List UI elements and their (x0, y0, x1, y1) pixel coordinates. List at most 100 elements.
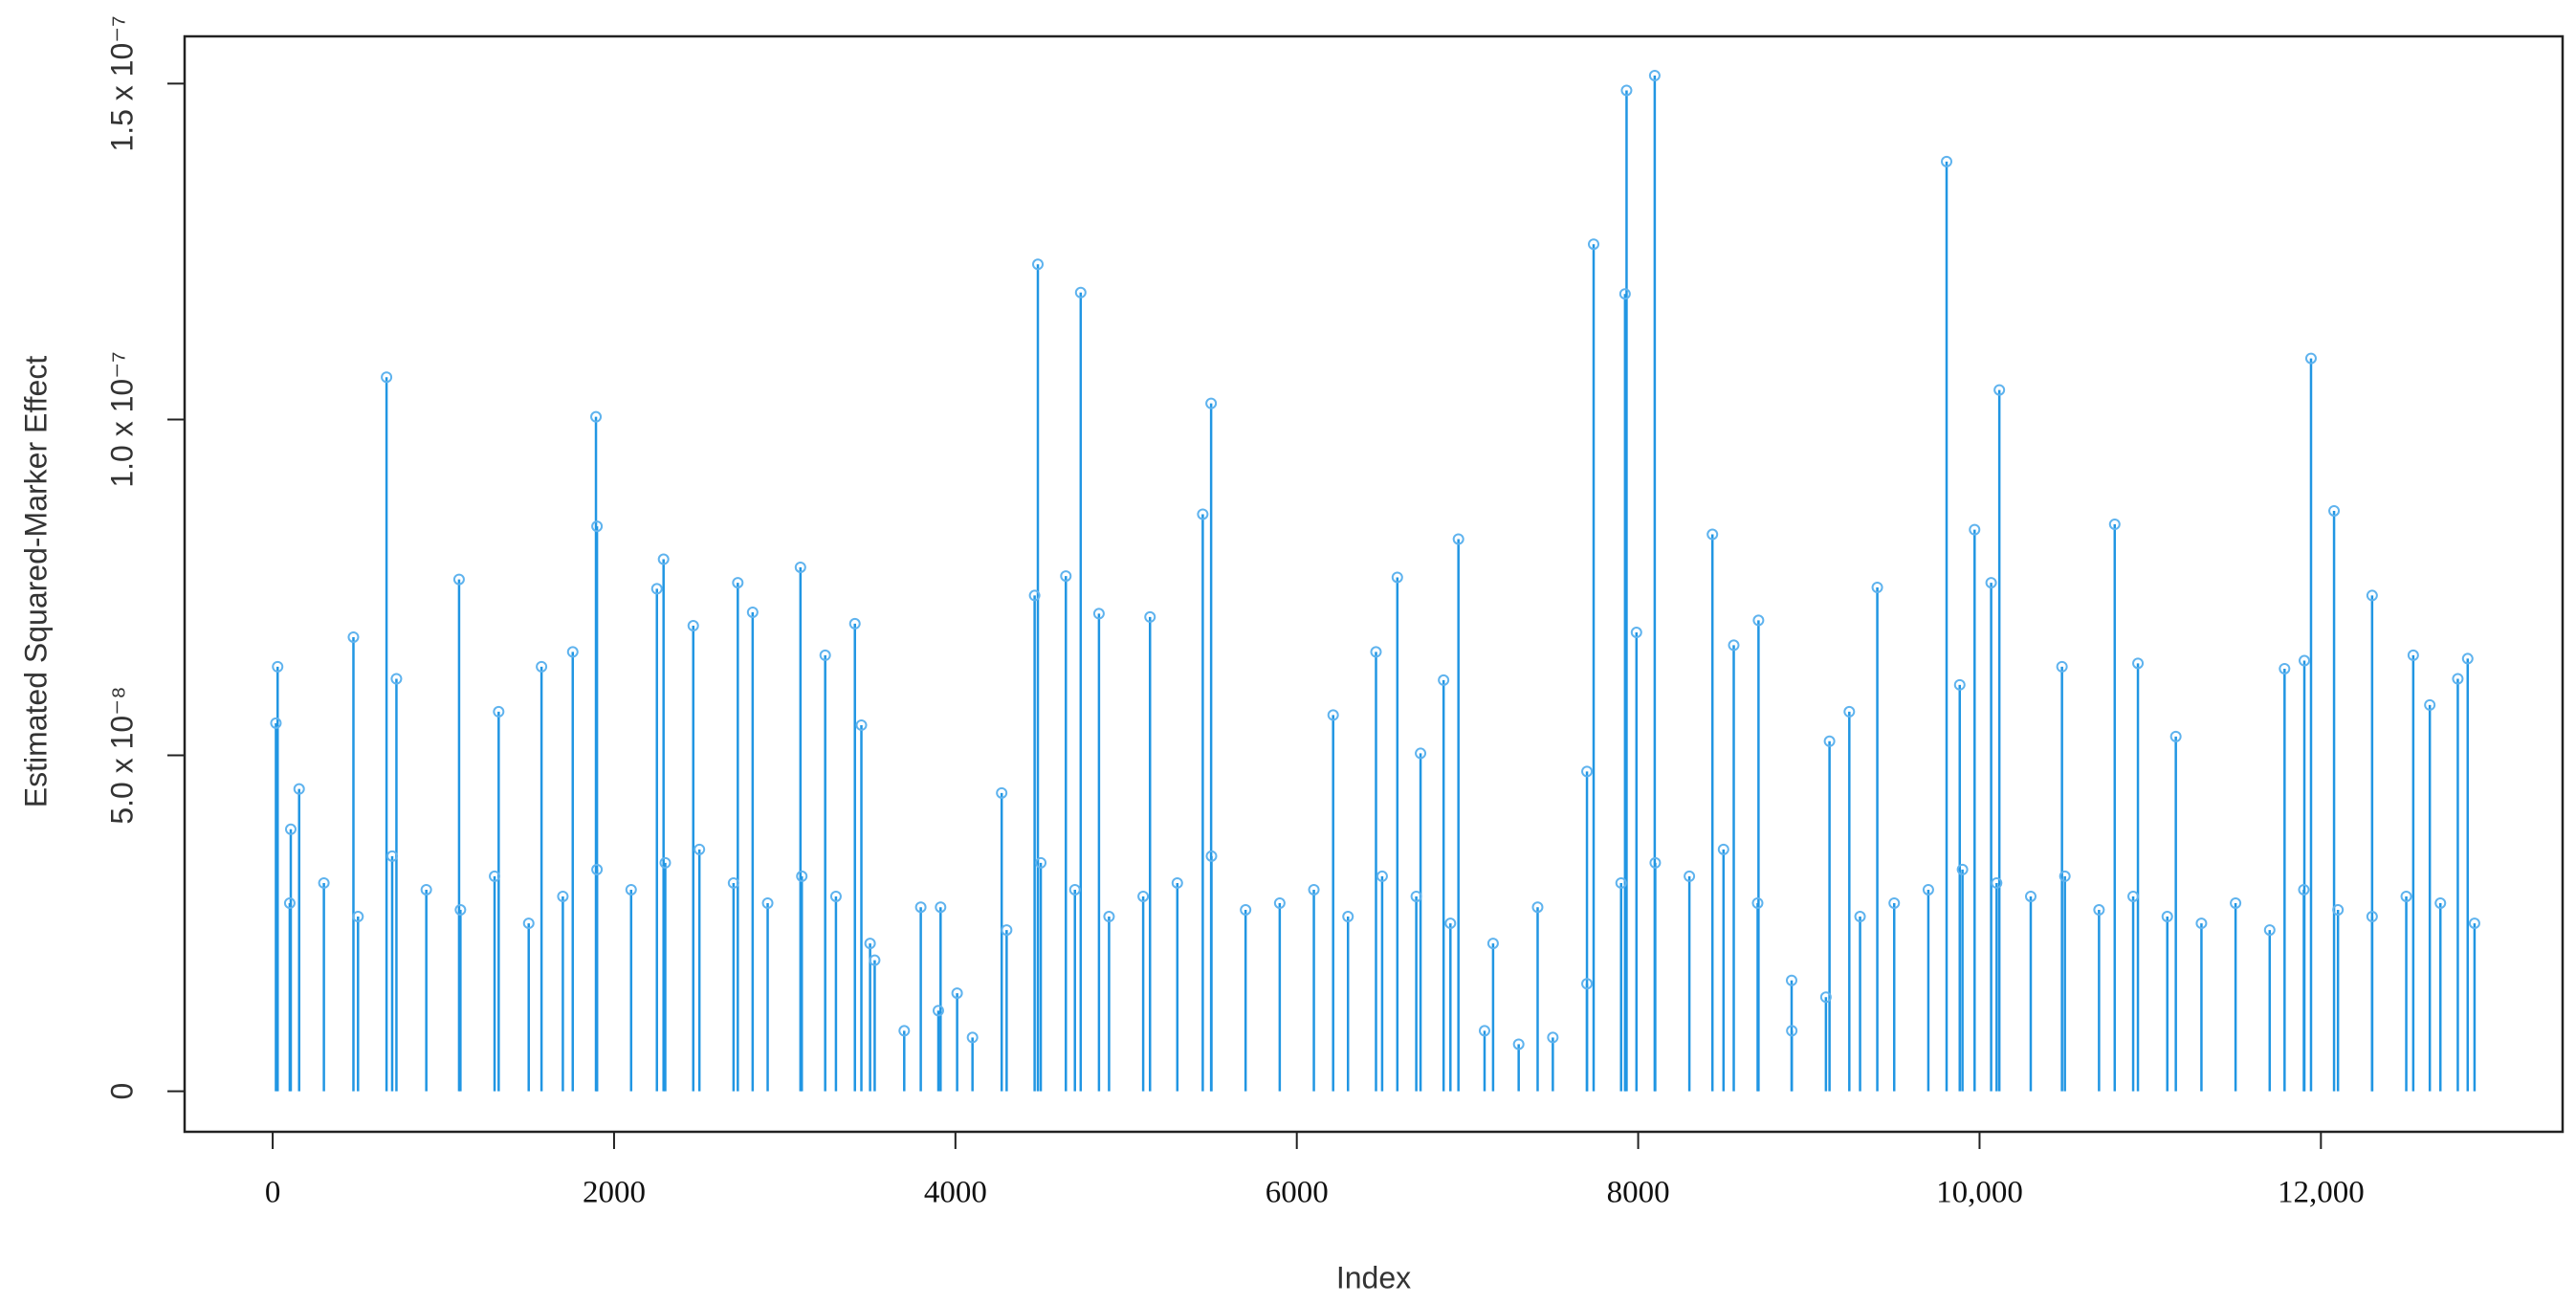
point (2304, 352, 2317, 365)
point (898, 1025, 911, 1037)
point (687, 620, 699, 632)
point (1327, 709, 1339, 721)
point (347, 630, 360, 643)
point (536, 660, 548, 673)
point (794, 561, 806, 573)
point (1032, 258, 1045, 271)
point (1308, 883, 1320, 895)
point (493, 705, 505, 718)
point (1620, 84, 1633, 97)
point (420, 883, 432, 895)
point (1993, 384, 2006, 396)
point (2093, 904, 2105, 917)
y-tick-label: 1.5 x 10⁻⁷ (104, 15, 139, 151)
point (625, 883, 637, 895)
point (1478, 1025, 1490, 1037)
point (1103, 911, 1115, 923)
point (1969, 523, 1981, 536)
point (1618, 288, 1631, 300)
point (1922, 883, 1934, 895)
point (2299, 654, 2311, 667)
point (1068, 883, 1081, 895)
point (2161, 911, 2173, 923)
point (727, 876, 739, 889)
point (2366, 911, 2378, 923)
point (1171, 876, 1183, 889)
point (385, 850, 398, 862)
x-tick-label: 6000 (1266, 1176, 1329, 1210)
plot-frame (183, 34, 2565, 1134)
point (1438, 674, 1450, 686)
point (2366, 589, 2378, 602)
point (1205, 850, 1218, 862)
point (1819, 991, 1832, 1004)
point (1581, 765, 1594, 778)
point (1648, 70, 1661, 82)
point (1410, 890, 1422, 902)
x-axis-label: Index (1336, 1260, 1411, 1294)
point (996, 786, 1008, 799)
point (1531, 901, 1544, 914)
point (2279, 662, 2291, 674)
point (932, 1005, 944, 1017)
point (829, 890, 842, 902)
point (1615, 876, 1627, 889)
point (390, 673, 403, 685)
point (2108, 519, 2121, 531)
point (1581, 978, 1594, 990)
point (1953, 678, 1966, 691)
point (1028, 589, 1041, 602)
point (2407, 649, 2419, 661)
point (293, 783, 305, 795)
point (1035, 856, 1047, 869)
point (2263, 924, 2276, 937)
point (1137, 890, 1150, 902)
point (1888, 897, 1901, 910)
point (951, 987, 963, 1000)
point (1843, 705, 1856, 718)
point (1752, 614, 1765, 627)
point (2127, 890, 2140, 902)
point (1370, 646, 1382, 658)
point (2056, 660, 2068, 673)
point (270, 717, 282, 729)
point (2024, 890, 2037, 902)
point (557, 890, 569, 902)
x-tick-label: 2000 (583, 1176, 646, 1210)
y-tick-label: 1.0 x 10⁻⁷ (104, 351, 139, 487)
point (2195, 917, 2208, 930)
point (2059, 870, 2071, 882)
point (1273, 897, 1286, 910)
point (1630, 627, 1642, 639)
point (591, 520, 604, 533)
point (1074, 286, 1087, 298)
point (1854, 911, 1866, 923)
point (1001, 924, 1013, 937)
point (1391, 571, 1403, 584)
point (1486, 938, 1499, 950)
point (591, 863, 604, 875)
point (1197, 508, 1209, 520)
point (2298, 883, 2310, 895)
point (1786, 1025, 1798, 1037)
point (1512, 1038, 1525, 1050)
point (1092, 608, 1105, 620)
point (1060, 570, 1072, 583)
point (1452, 533, 1464, 545)
point (1706, 528, 1719, 541)
point (2468, 917, 2480, 930)
point (864, 938, 876, 950)
point (522, 917, 535, 930)
point (659, 856, 672, 869)
point (796, 870, 808, 882)
point (1415, 747, 1427, 760)
point (2132, 657, 2145, 670)
point (2332, 904, 2345, 917)
point (650, 583, 663, 595)
point (2328, 504, 2341, 517)
point (318, 876, 330, 889)
point (272, 660, 284, 673)
point (935, 901, 947, 914)
x-tick-label: 12,000 (2278, 1176, 2365, 1210)
